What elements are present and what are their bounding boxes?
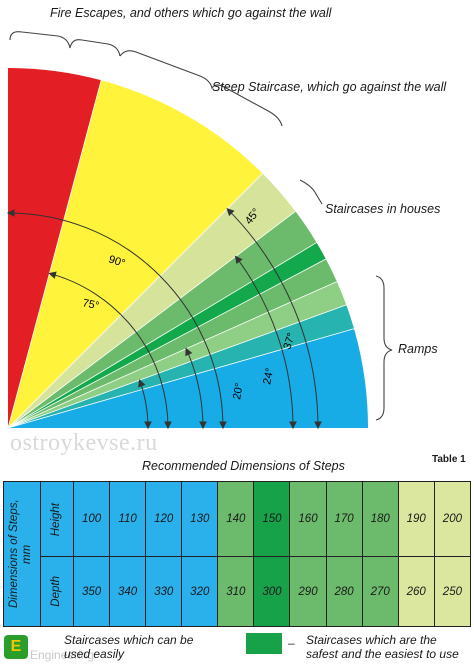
arc-arrowhead — [144, 421, 152, 430]
label-staircases-in-houses: Staircases in houses — [325, 202, 441, 216]
depth-value-cell: 300 — [253, 556, 291, 627]
depth-label-cell: Depth — [40, 556, 74, 627]
sector-ray — [7, 242, 317, 429]
depth-value-cell: 330 — [145, 556, 183, 627]
height-value-cell: 130 — [181, 480, 219, 558]
sector-ray — [7, 258, 327, 429]
height-label-cell: Height — [40, 480, 74, 558]
logo: E — [4, 635, 28, 659]
legend-easy-text: Staircases which can be used easily — [64, 633, 194, 661]
label-ramps: Ramps — [398, 342, 438, 356]
height-value-cell: 110 — [109, 480, 147, 558]
table-row-height: Dimensions of Steps, mm Height 100 110 120… — [3, 480, 472, 627]
angle-label-37: 37° — [281, 331, 298, 351]
angle-label-20: 20° — [231, 382, 246, 400]
depth-value-cell: 260 — [397, 556, 435, 627]
logo-text: Engineering — [30, 648, 95, 662]
dimensions-label-cell: Dimensions of Steps, mm — [3, 481, 41, 627]
sector-staircases-mid-lower — [8, 258, 337, 428]
sector-transition — [8, 304, 355, 428]
height-value-cell: 160 — [289, 480, 327, 558]
depth-value-cell: 310 — [217, 556, 255, 627]
depth-value-cell: 340 — [109, 556, 147, 627]
arc-45 — [226, 208, 319, 429]
sector-ray — [7, 328, 355, 429]
stair-angle-diagram: 90° 75° 45° 37° 24° 20° — [6, 31, 393, 430]
sector-staircases-safest — [8, 242, 326, 428]
depth-label: Depth — [50, 576, 63, 607]
arc-arrowhead — [219, 421, 227, 430]
sector-ray — [7, 281, 338, 429]
height-value-cell: 120 — [145, 480, 183, 558]
table-number: Table 1 — [432, 454, 466, 465]
arc-arrowhead — [164, 421, 172, 430]
brace-staircases-houses — [299, 179, 323, 205]
label-fire-escapes: Fire Escapes, and others which go agains… — [50, 6, 332, 20]
depth-value-cell: 250 — [433, 556, 472, 627]
legend-swatch-safest — [246, 633, 282, 654]
arc-arrowhead — [234, 255, 243, 264]
arc-24 — [185, 348, 204, 429]
logo-mark: E — [4, 635, 28, 659]
depth-value-cell: 290 — [289, 556, 327, 627]
angle-label-24: 24° — [261, 367, 276, 386]
label-steep-staircase: Steep Staircase, which go against the wa… — [212, 80, 447, 94]
brace-ramps — [375, 275, 393, 421]
arc-arrowhead — [226, 208, 235, 217]
height-value-cell: 140 — [217, 480, 255, 558]
dimensions-label: Dimensions of Steps, mm — [8, 499, 34, 609]
height-value-cell: 170 — [325, 480, 363, 558]
arc-90 — [7, 212, 224, 429]
sector-staircases-light — [8, 173, 296, 428]
arc-arrowhead — [185, 347, 193, 357]
height-value-cell: 190 — [397, 480, 435, 558]
sector-staircases-mid — [8, 211, 317, 428]
arc-arrowhead — [199, 421, 207, 430]
height-value-cell: 150 — [253, 480, 291, 558]
arc-37 — [235, 256, 294, 429]
sector-staircases-pale — [8, 281, 347, 428]
legend-safest-text: Staircases which are the safest and the … — [306, 633, 459, 661]
sector-ray — [7, 304, 347, 429]
steps-dimension-table: Dimensions of Steps, mm Height 100 110 120… — [3, 480, 472, 627]
watermark: ostroykevse.ru — [10, 430, 158, 456]
arc-arrowhead — [314, 421, 322, 430]
depth-value-cell: 320 — [181, 556, 219, 627]
angle-label-90: 90° — [107, 253, 127, 270]
angle-label-75: 75° — [81, 297, 100, 312]
sector-ramps — [8, 328, 368, 428]
sector-ray — [7, 80, 102, 429]
arc-75 — [49, 272, 169, 429]
height-value-cell: 100 — [72, 480, 111, 558]
table-row-depth: Depth 350 340 330 320 310 300 290 280 270 260 250 — [4, 556, 472, 627]
depth-value-cell: 350 — [72, 556, 111, 627]
depth-value-cell: 280 — [325, 556, 363, 627]
sector-fire-escapes — [8, 68, 102, 428]
brace-fire-escapes — [9, 31, 121, 57]
height-value-cell: 200 — [433, 480, 472, 558]
legend-dash: – — [288, 636, 295, 650]
table-title: Recommended Dimensions of Steps — [142, 459, 345, 473]
arc-arrowhead — [48, 271, 57, 279]
brace-steep-staircase — [119, 50, 283, 127]
depth-value-cell: 270 — [361, 556, 399, 627]
arc-arrowhead — [6, 209, 15, 217]
arc-arrowhead — [138, 379, 146, 388]
height-value-cell: 180 — [361, 480, 399, 558]
height-label: Height — [50, 502, 63, 536]
sector-ray — [7, 211, 296, 429]
sector-ray — [7, 173, 263, 429]
arc-arrowhead — [289, 421, 297, 430]
